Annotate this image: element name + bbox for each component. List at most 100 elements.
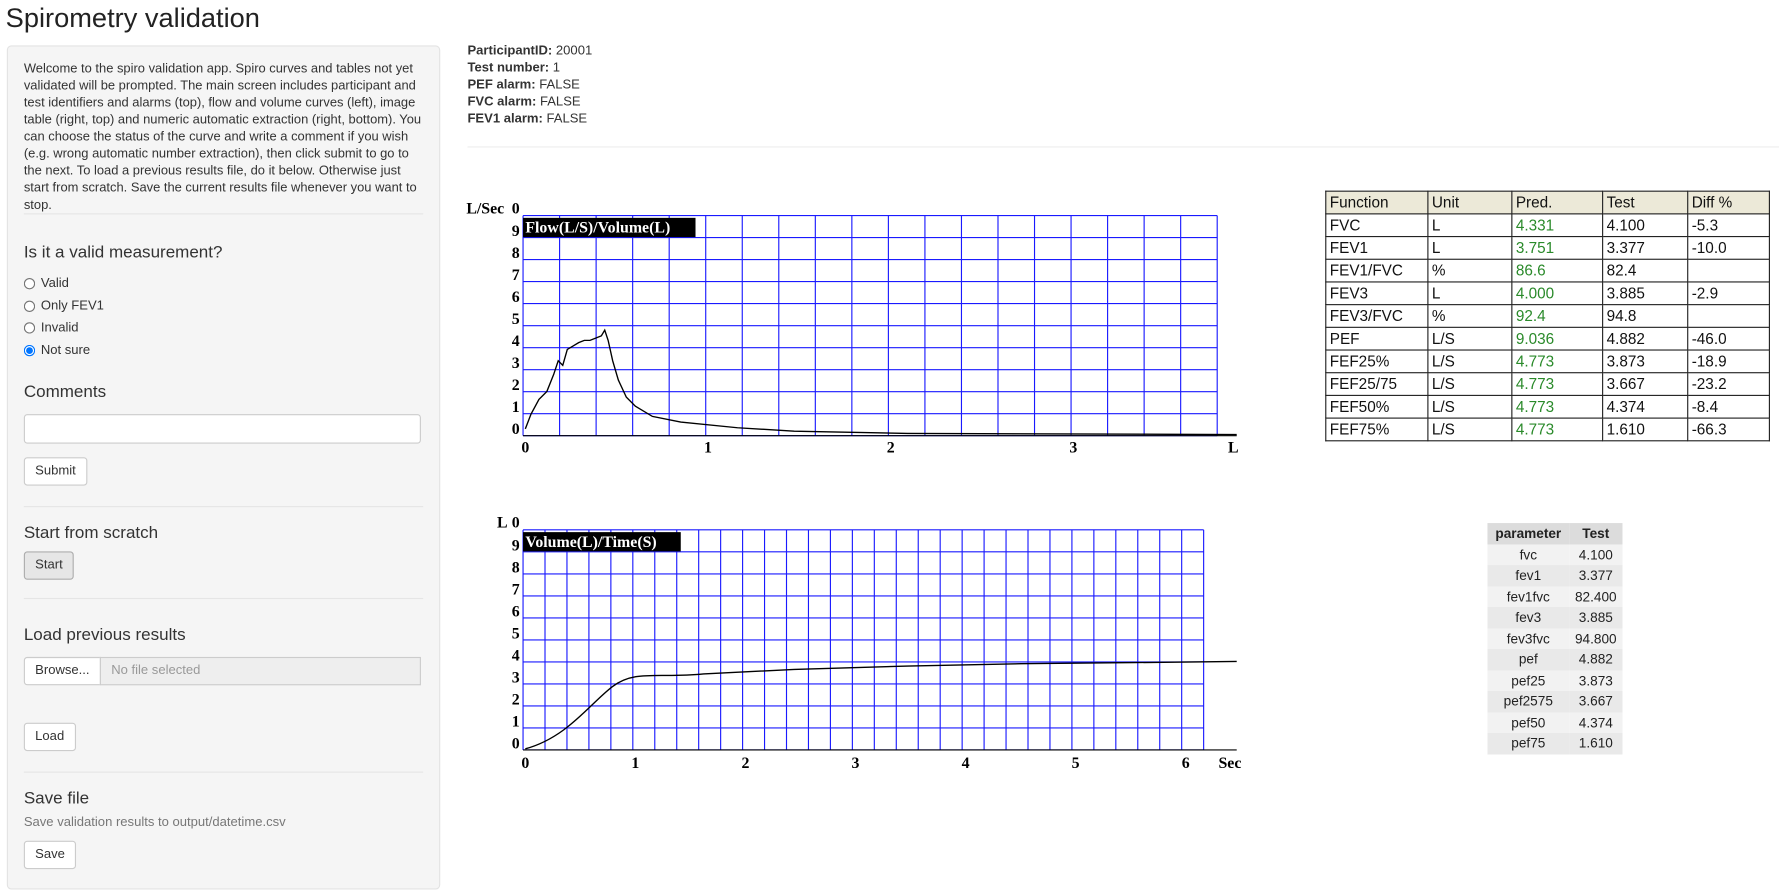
table-cell: L/S [1427, 372, 1513, 396]
header-cell: Function [1325, 190, 1429, 215]
plot-title: Volume(L)/Time(S) [525, 534, 656, 551]
x-tick-label: 1 [704, 440, 712, 457]
curve [524, 328, 1237, 436]
y-tick-label: 4 [512, 333, 520, 350]
table-cell: FEV1/FVC [1325, 258, 1429, 283]
submit-button[interactable]: Submit [23, 457, 88, 486]
y-tick-label: 9 [512, 537, 520, 554]
comment-input[interactable] [23, 414, 421, 444]
info-row: FEV1 alarm: FALSE [467, 111, 592, 128]
table-row: pef2575 3.667 [1487, 690, 1623, 712]
table-cell: FEV3 [1325, 281, 1429, 306]
radio-input[interactable] [23, 322, 36, 335]
radio-option[interactable]: Valid [23, 277, 69, 290]
radio-input[interactable] [23, 277, 36, 290]
x-tick-label: 2 [887, 440, 895, 457]
save-button[interactable]: Save [23, 840, 77, 870]
table-cell: 4.773 [1511, 417, 1604, 442]
y-tick-label: 0 [512, 200, 520, 217]
info-row: ParticipantID: 20001 [467, 43, 592, 60]
info-value: FALSE [539, 95, 581, 109]
radio-label: Only FEV1 [40, 299, 104, 313]
info-label: FEV1 alarm: [467, 112, 543, 126]
start-button[interactable]: Start [23, 551, 75, 580]
table-row: pef25 3.873 [1487, 669, 1623, 691]
divider [23, 771, 424, 773]
x-tick-label: 3 [1069, 440, 1077, 457]
x-tick-label: 0 [521, 755, 529, 772]
table-cell: -5.3 [1687, 213, 1770, 238]
save-label: Save file [23, 788, 90, 808]
info-block: ParticipantID: 20001 Test number: 1 PEF al… [467, 43, 592, 128]
x-tick-label: 0 [521, 440, 529, 457]
curve [525, 660, 1237, 750]
file-field: No file selected [99, 656, 421, 686]
comments-label: Comments [23, 382, 107, 402]
table-cell: -10.0 [1687, 235, 1770, 260]
intro-text: Welcome to the spiro validation app. Spi… [23, 62, 422, 213]
table-cell [1687, 258, 1770, 283]
header-cell: Diff % [1687, 190, 1770, 215]
table-cell: -2.9 [1687, 281, 1770, 306]
table-cell: -18.9 [1687, 349, 1770, 374]
table-cell: FVC [1325, 213, 1429, 238]
x-tick-label: 6 [1182, 755, 1190, 772]
info-value: 1 [552, 61, 561, 75]
table-row: PEF L/S 9.036 4.882 -46.0 [1325, 326, 1770, 351]
divider [23, 506, 424, 508]
y-tick-label: 1 [512, 399, 520, 416]
table-cell: L/S [1427, 417, 1513, 442]
radio-option[interactable]: Only FEV1 [23, 299, 104, 313]
table-cell: L [1427, 235, 1513, 260]
table-row: FEV1 L 3.751 3.377 -10.0 [1325, 235, 1770, 260]
info-value: 20001 [555, 44, 593, 58]
y-tick-label: 7 [512, 267, 520, 284]
table-cell: L/S [1427, 349, 1513, 374]
radio-input[interactable] [23, 300, 36, 312]
save-help: Save validation results to output/dateti… [23, 815, 286, 830]
load-button[interactable]: Load [23, 722, 76, 752]
table-row: fev1 3.377 [1487, 565, 1623, 587]
browse-button[interactable]: Browse... [23, 656, 101, 686]
table-row: pef75 1.610 [1487, 732, 1623, 754]
table-row: fvc 4.100 [1487, 544, 1623, 566]
radio-option[interactable]: Not sure [23, 344, 90, 358]
table-cell: L/S [1427, 326, 1513, 351]
info-row: Test number: 1 [467, 60, 592, 77]
radio-input[interactable] [23, 345, 36, 357]
y-tick-label: 5 [512, 625, 520, 642]
table-cell: 3.873 [1569, 669, 1623, 691]
x-tick-label: 4 [962, 755, 970, 772]
table-cell: 94.800 [1569, 628, 1623, 649]
x-unit: Sec [1218, 755, 1241, 772]
table-row: FEF75% L/S 4.773 1.610 -66.3 [1325, 417, 1770, 442]
table-row: FEV3 L 4.000 3.885 -2.9 [1325, 281, 1770, 306]
table-row: pef50 4.374 [1487, 711, 1623, 733]
y-tick-label: 0 [512, 421, 520, 438]
y-tick-label: 2 [512, 691, 520, 708]
function-table: Function Unit Pred. Test Diff % FVC L 4.331 4.10… [1325, 190, 1770, 442]
table-cell: 92.4 [1511, 304, 1604, 328]
table-cell: 4.773 [1511, 372, 1604, 396]
table-cell: pef50 [1487, 711, 1570, 733]
table-cell: FEF25% [1325, 349, 1429, 374]
divider [23, 213, 424, 215]
y-tick-label: 8 [512, 559, 520, 576]
info-row: FVC alarm: FALSE [467, 94, 592, 111]
sidebar: Welcome to the spiro validation app. Spi… [6, 45, 441, 890]
table-cell: 1.610 [1569, 732, 1623, 754]
table-cell: FEF50% [1325, 394, 1429, 419]
table-cell: -46.0 [1687, 326, 1770, 351]
table-cell: L/S [1427, 394, 1513, 419]
table-cell: pef25 [1487, 669, 1570, 691]
info-row: PEF alarm: FALSE [467, 77, 592, 94]
divider [23, 597, 424, 600]
table-cell: -8.4 [1687, 394, 1770, 419]
header-cell: Test [1602, 190, 1689, 215]
radio-option[interactable]: Invalid [23, 322, 79, 335]
info-value: FALSE [546, 112, 588, 126]
table-cell: pef2575 [1487, 690, 1570, 712]
table-cell: fev3 [1487, 607, 1570, 629]
page-title: Spirometry validation [5, 3, 260, 35]
x-unit: L [1228, 440, 1239, 457]
